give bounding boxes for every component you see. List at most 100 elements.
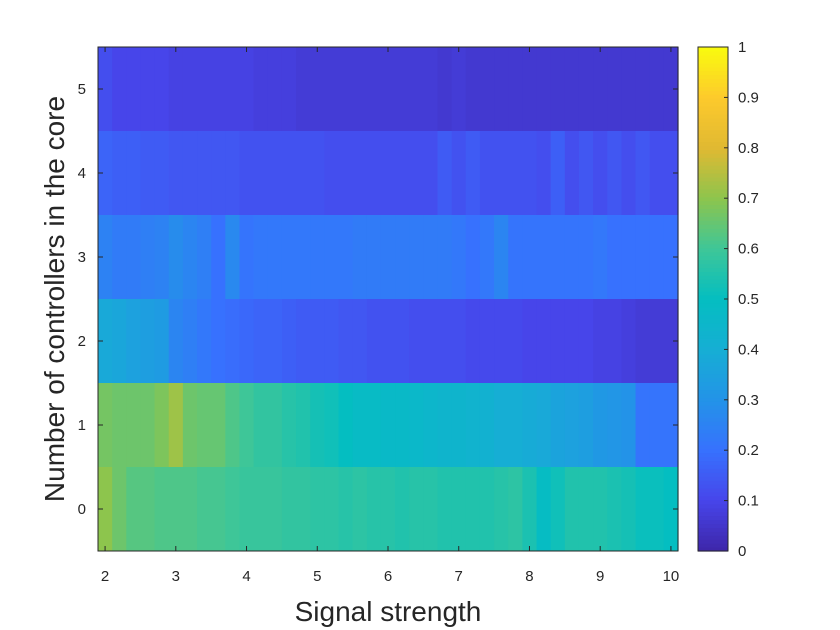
heatmap-cell xyxy=(98,299,113,383)
colorbar-segment xyxy=(698,334,728,339)
colorbar-segment xyxy=(698,113,728,119)
colorbar-segment xyxy=(698,98,728,103)
heatmap-cell xyxy=(380,383,396,467)
heatmap-cell xyxy=(168,467,184,551)
colorbar-tick-label: 0.7 xyxy=(738,190,759,207)
y-axis: 0 1 2 3 4 5 xyxy=(78,81,678,518)
colorbar-segment xyxy=(698,350,728,355)
colorbar-segment xyxy=(698,476,728,481)
heatmap-cell xyxy=(479,467,495,551)
heatmap-cell xyxy=(522,47,538,131)
heatmap-cell xyxy=(168,215,184,299)
heatmap-cell xyxy=(663,467,679,551)
heatmap-cell xyxy=(197,215,212,299)
heatmap-cell xyxy=(395,131,410,215)
heatmap-cell xyxy=(522,299,538,383)
heatmap-cell xyxy=(98,383,113,467)
colorbar-segment xyxy=(698,464,728,469)
heatmap-cell xyxy=(281,467,297,551)
colorbar-segment xyxy=(698,547,728,552)
heatmap-cell xyxy=(310,131,325,215)
colorbar-segment xyxy=(698,125,728,131)
heatmap-cell xyxy=(154,383,170,467)
y-tick-label: 5 xyxy=(78,81,86,98)
x-tick-label: 2 xyxy=(101,568,109,585)
y-tick-label: 4 xyxy=(78,165,86,182)
y-tick-label: 1 xyxy=(78,417,86,434)
heatmap-cell xyxy=(140,467,156,551)
heatmap-cell xyxy=(112,47,127,131)
heatmap-cell xyxy=(296,299,311,383)
colorbar-segment xyxy=(698,220,728,225)
colorbar-segment xyxy=(698,314,728,320)
heatmap-cell xyxy=(635,131,651,215)
heatmap-cell xyxy=(451,383,467,467)
colorbar-segment xyxy=(698,484,728,489)
heatmap-cell xyxy=(479,131,495,215)
colorbar-segment xyxy=(698,173,728,178)
heatmap-cell xyxy=(182,47,198,131)
heatmap-cell xyxy=(225,215,241,299)
colorbar-segment xyxy=(698,47,728,52)
heatmap-cell xyxy=(197,467,212,551)
heatmap-cell xyxy=(140,215,156,299)
colorbar-segment xyxy=(698,110,728,115)
heatmap-cell xyxy=(536,299,552,383)
colorbar: 0 0.1 0.2 0.3 0.4 0.5 0.6 0.7 0.8 0.9 1 xyxy=(697,39,759,560)
heatmap-cell xyxy=(324,131,340,215)
colorbar-segment xyxy=(698,499,728,505)
heatmap-cell xyxy=(663,215,679,299)
heatmap-cell xyxy=(154,131,170,215)
heatmap-cell xyxy=(508,383,523,467)
heatmap-cell xyxy=(197,299,212,383)
colorbar-segment xyxy=(698,82,728,87)
heatmap-cell xyxy=(621,215,637,299)
heatmap-cell xyxy=(168,47,184,131)
colorbar-segment xyxy=(698,495,728,501)
colorbar-segment xyxy=(698,271,728,276)
heatmap-cell xyxy=(126,467,142,551)
heatmap-cell xyxy=(564,467,580,551)
heatmap-cell xyxy=(578,467,594,551)
colorbar-segment xyxy=(698,460,728,465)
heatmap-cell xyxy=(98,47,113,131)
heatmap-cell xyxy=(437,215,453,299)
colorbar-segment xyxy=(698,133,728,139)
heatmap-cell xyxy=(98,467,113,551)
colorbar-segment xyxy=(698,318,728,324)
colorbar-segment xyxy=(698,452,728,458)
colorbar-segment xyxy=(698,212,728,217)
heatmap-cell xyxy=(366,215,382,299)
heatmap-cell xyxy=(140,131,156,215)
heatmap-cell xyxy=(296,47,311,131)
heatmap-cell xyxy=(310,383,325,467)
heatmap-cell xyxy=(395,299,410,383)
heatmap-cell xyxy=(649,299,665,383)
heatmap-cell xyxy=(536,47,552,131)
heatmap-cell xyxy=(409,131,424,215)
y-tick-label: 0 xyxy=(78,501,86,518)
heatmap-cell xyxy=(423,47,439,131)
heatmap-cell xyxy=(409,47,424,131)
colorbar-segment xyxy=(698,184,728,190)
heatmap-cell xyxy=(621,467,637,551)
x-tick-label: 4 xyxy=(242,568,250,585)
heatmap-cell xyxy=(564,383,580,467)
heatmap-cell xyxy=(253,383,269,467)
colorbar-segment xyxy=(698,78,728,84)
heatmap-cell xyxy=(310,299,325,383)
colorbar-segment xyxy=(698,338,728,343)
colorbar-segment xyxy=(698,306,728,312)
heatmap-cell xyxy=(536,215,552,299)
colorbar-segment xyxy=(698,302,728,308)
heatmap-cell xyxy=(479,47,495,131)
heatmap-cell xyxy=(310,467,325,551)
colorbar-segment xyxy=(698,322,728,328)
colorbar-segment xyxy=(698,165,728,170)
colorbar-segment xyxy=(698,519,728,525)
colorbar-segment xyxy=(698,511,728,517)
heatmap-cell xyxy=(366,467,382,551)
heatmap-cell xyxy=(607,299,623,383)
heatmap-cell xyxy=(451,299,467,383)
heatmap-cell xyxy=(112,299,127,383)
